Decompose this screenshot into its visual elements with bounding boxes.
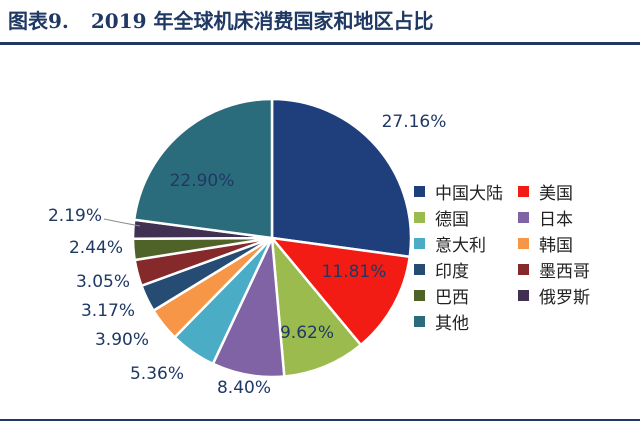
bottom-divider (0, 419, 640, 421)
pie-slice-中国大陆 (270, 97, 413, 259)
data-label-美国: 11.81% (322, 262, 387, 282)
legend-label: 俄罗斯 (539, 288, 590, 308)
legend-label: 墨西哥 (539, 262, 590, 282)
legend-label: 中国大陆 (435, 184, 503, 204)
legend-label: 美国 (539, 184, 573, 204)
legend-item-墨西哥: 墨西哥 (518, 258, 622, 282)
figure-title: 图表9. 2019 年全球机床消费国家和地区占比 (8, 4, 434, 38)
legend-item-日本: 日本 (518, 206, 622, 230)
legend-item-意大利: 意大利 (414, 232, 518, 256)
legend-label: 韩国 (539, 236, 573, 256)
legend-swatch (518, 212, 529, 223)
data-label-意大利: 5.36% (130, 364, 184, 384)
legend-label: 意大利 (435, 236, 486, 256)
legend-label: 日本 (539, 210, 573, 230)
legend-swatch (414, 264, 425, 275)
label-leader-line (103, 218, 141, 227)
data-label-韩国: 3.90% (95, 330, 149, 350)
legend-swatch (518, 264, 529, 275)
legend-item-美国: 美国 (518, 180, 622, 204)
data-label-其他: 22.90% (170, 171, 235, 191)
top-divider (0, 42, 640, 45)
legend-swatch (518, 238, 529, 249)
figure-label: 图表9. (8, 9, 69, 33)
legend-swatch (414, 212, 425, 223)
legend-swatch (518, 290, 529, 301)
legend-item-德国: 德国 (414, 206, 518, 230)
legend-swatch (414, 238, 425, 249)
legend-label: 印度 (435, 262, 469, 282)
legend-swatch (414, 290, 425, 301)
legend-swatch (414, 316, 425, 327)
data-label-墨西哥: 3.05% (76, 272, 130, 292)
legend-swatch (518, 186, 529, 197)
legend-item-印度: 印度 (414, 258, 518, 282)
legend-label: 其他 (435, 314, 469, 334)
legend-swatch (414, 186, 425, 197)
legend-item-其他: 其他 (414, 310, 518, 334)
legend-item-俄罗斯: 俄罗斯 (518, 284, 622, 308)
chart-title: 2019 年全球机床消费国家和地区占比 (90, 9, 434, 33)
data-label-巴西: 2.44% (69, 238, 123, 258)
data-label-印度: 3.17% (81, 301, 135, 321)
data-label-俄罗斯: 2.19% (48, 206, 102, 226)
data-label-德国: 9.62% (280, 323, 334, 343)
pie-slice-其他 (132, 97, 274, 240)
chart-legend: 中国大陆 美国德国 日本意大利 韩国印度 墨西哥巴西 俄罗斯其他 (414, 180, 624, 334)
data-label-日本: 8.40% (217, 378, 271, 398)
legend-label: 巴西 (435, 288, 469, 308)
legend-item-中国大陆: 中国大陆 (414, 180, 518, 204)
pie-slice-德国 (270, 234, 363, 378)
legend-item-巴西: 巴西 (414, 284, 518, 308)
data-label-中国大陆: 27.16% (382, 112, 447, 132)
pie-slice-美国 (268, 236, 412, 347)
legend-label: 德国 (435, 210, 469, 230)
legend-item-韩国: 韩国 (518, 232, 622, 256)
